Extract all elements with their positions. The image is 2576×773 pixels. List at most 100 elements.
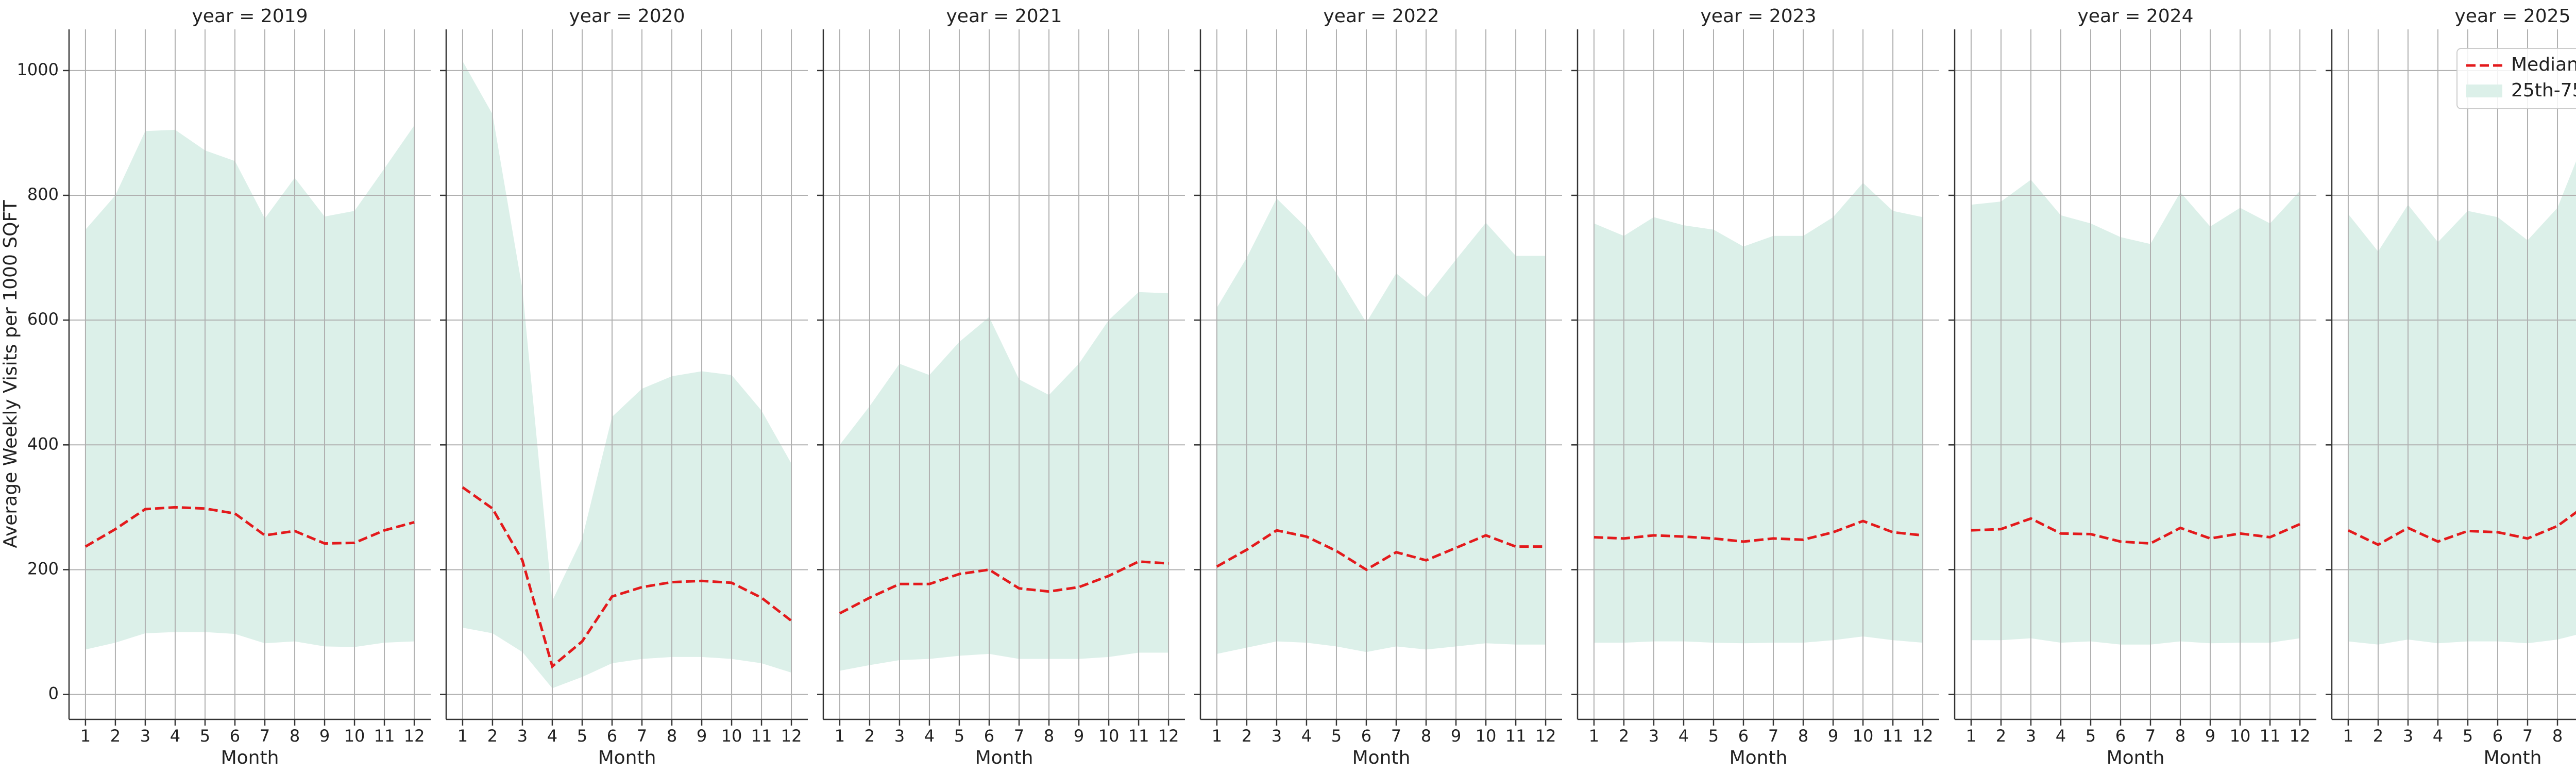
- x-tick-label: 3: [1272, 726, 1282, 746]
- x-tick-label: 7: [1014, 726, 1024, 746]
- x-tick-label: 9: [1074, 726, 1084, 746]
- percentile-band: [1594, 182, 1923, 644]
- x-tick-label: 9: [697, 726, 707, 746]
- x-tick-label: 2: [865, 726, 875, 746]
- x-axis-label: Month: [1730, 747, 1788, 768]
- x-tick-label: 2: [1619, 726, 1629, 746]
- x-tick-label: 3: [1649, 726, 1659, 746]
- x-axis-label: Month: [1352, 747, 1411, 768]
- x-tick-label: 6: [1361, 726, 1371, 746]
- x-tick-label: 9: [319, 726, 330, 746]
- x-tick-label: 5: [200, 726, 210, 746]
- y-tick-label: 400: [27, 434, 59, 453]
- x-axis-label: Month: [975, 747, 1033, 768]
- median-line: [462, 486, 792, 669]
- x-tick-label: 2: [1242, 726, 1252, 746]
- x-tick-label: 5: [2086, 726, 2096, 746]
- x-tick-label: 10: [1853, 726, 1874, 746]
- panel-title: year = 2020: [569, 6, 685, 27]
- x-tick-label: 11: [751, 726, 772, 746]
- x-tick-label: 4: [1301, 726, 1312, 746]
- x-tick-label: 2: [1996, 726, 2006, 746]
- x-tick-label: 5: [954, 726, 964, 746]
- x-tick-label: 11: [2260, 726, 2281, 746]
- x-tick-label: 7: [1391, 726, 1401, 746]
- x-tick-label: 11: [1128, 726, 1149, 746]
- panel-title: year = 2024: [2078, 6, 2194, 27]
- panel-title: year = 2019: [192, 6, 308, 27]
- x-tick-label: 12: [2290, 726, 2311, 746]
- x-tick-label: 9: [1828, 726, 1838, 746]
- x-tick-label: 8: [2552, 726, 2563, 746]
- x-tick-label: 8: [667, 726, 677, 746]
- x-tick-label: 7: [637, 726, 647, 746]
- x-tick-label: 3: [894, 726, 905, 746]
- x-tick-label: 4: [2056, 726, 2066, 746]
- percentile-band: [2348, 161, 2576, 645]
- x-tick-label: 10: [721, 726, 742, 746]
- y-tick-label: 200: [27, 559, 59, 578]
- x-tick-label: 7: [260, 726, 270, 746]
- x-tick-label: 1: [1966, 726, 1976, 746]
- x-tick-label: 4: [2433, 726, 2443, 746]
- x-tick-label: 11: [374, 726, 395, 746]
- legend-label: Median: [2511, 54, 2576, 75]
- legend: Median 25th-75th Percentile: [2456, 48, 2576, 109]
- x-tick-label: 4: [1679, 726, 1689, 746]
- x-tick-label: 6: [230, 726, 240, 746]
- x-tick-label: 1: [2343, 726, 2353, 746]
- x-tick-label: 11: [1883, 726, 1904, 746]
- percentile-band: [462, 61, 792, 688]
- x-axis-label: Month: [221, 747, 279, 768]
- y-tick-label: 600: [27, 309, 59, 329]
- panel: 1 2 3 4 5 6 7 8 9 10 11 1202004006008001000Monthyea…: [17, 6, 431, 768]
- x-tick-label: 10: [344, 726, 365, 746]
- x-tick-label: 5: [1331, 726, 1342, 746]
- x-tick-label: 10: [2230, 726, 2251, 746]
- x-tick-label: 12: [404, 726, 425, 746]
- panel-title: year = 2023: [1701, 6, 1817, 27]
- x-tick-label: 1: [835, 726, 845, 746]
- x-tick-label: 1: [1212, 726, 1222, 746]
- x-tick-label: 3: [2026, 726, 2036, 746]
- x-tick-label: 10: [1098, 726, 1120, 746]
- x-tick-label: 8: [1044, 726, 1054, 746]
- x-tick-label: 6: [984, 726, 994, 746]
- x-tick-label: 9: [1451, 726, 1461, 746]
- x-tick-label: 6: [2115, 726, 2126, 746]
- x-tick-label: 11: [1505, 726, 1527, 746]
- x-axis-label: Month: [2107, 747, 2165, 768]
- x-tick-label: 7: [1768, 726, 1778, 746]
- x-tick-label: 12: [781, 726, 802, 746]
- median-line: [84, 506, 415, 548]
- median-line: [839, 560, 1169, 615]
- x-tick-label: 1: [80, 726, 91, 746]
- x-tick-label: 3: [517, 726, 528, 746]
- y-tick-label: 800: [27, 184, 59, 204]
- x-tick-label: 5: [1708, 726, 1719, 746]
- panel-title: year = 2021: [946, 6, 1062, 27]
- x-tick-label: 12: [1158, 726, 1179, 746]
- x-tick-label: 1: [457, 726, 468, 746]
- x-tick-label: 2: [2373, 726, 2383, 746]
- legend-label: 25th-75th Percentile: [2511, 80, 2576, 101]
- x-tick-label: 6: [1738, 726, 1749, 746]
- percentile-band: [85, 125, 415, 650]
- x-tick-label: 7: [2522, 726, 2533, 746]
- x-tick-label: 10: [1476, 726, 1497, 746]
- median-line: [2347, 511, 2576, 546]
- x-tick-label: 4: [170, 726, 180, 746]
- x-tick-label: 3: [140, 726, 150, 746]
- percentile-band: [839, 292, 1169, 671]
- x-tick-label: 4: [547, 726, 557, 746]
- x-axis-label: Month: [2484, 747, 2542, 768]
- x-tick-label: 6: [607, 726, 617, 746]
- percentile-band: [1216, 198, 1546, 654]
